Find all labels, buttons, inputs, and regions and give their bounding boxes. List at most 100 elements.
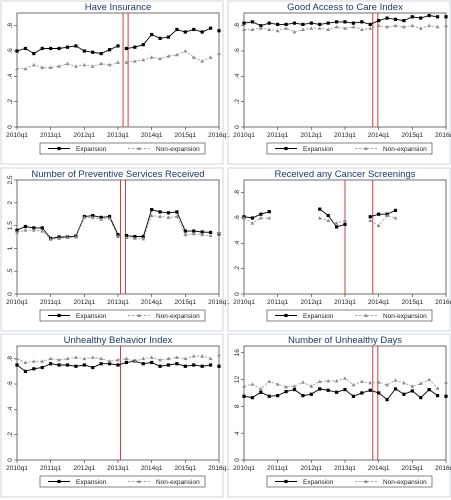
point-expansion	[385, 398, 389, 402]
legend-box	[266, 309, 433, 322]
point-expansion	[74, 364, 78, 368]
point-expansion	[82, 49, 86, 53]
legend-label-nonexpansion: Non-expansion	[383, 479, 427, 486]
point-nonexpansion	[368, 380, 373, 385]
x-tick-label: 2012q1	[73, 299, 95, 306]
legend-box	[39, 309, 206, 322]
legend-marker-expansion	[57, 146, 61, 151]
point-nonexpansion	[368, 26, 373, 30]
legend-marker-nonexpansion	[137, 146, 141, 150]
point-expansion	[217, 364, 221, 368]
point-expansion	[377, 391, 381, 395]
point-expansion	[360, 391, 364, 395]
point-nonexpansion	[326, 27, 331, 31]
series-line-nonexpansion	[126, 50, 211, 63]
point-nonexpansion	[343, 218, 347, 223]
point-nonexpansion	[444, 380, 448, 384]
point-expansion	[192, 363, 196, 367]
point-expansion	[175, 27, 179, 32]
point-nonexpansion	[15, 230, 19, 234]
point-nonexpansion	[385, 24, 389, 29]
point-nonexpansion	[132, 59, 137, 63]
point-expansion	[444, 394, 448, 398]
x-tick-label: 2016q1	[435, 465, 451, 472]
point-expansion	[393, 387, 398, 391]
y-tick-label: .8	[7, 23, 14, 29]
y-tick-label: .4	[7, 73, 14, 79]
point-expansion	[368, 22, 372, 26]
point-nonexpansion	[116, 357, 120, 362]
y-tick-label: 8	[234, 404, 241, 408]
series-line-expansion	[243, 211, 270, 219]
chart-panel: Unhealthy Behavior Index 0 .2 .4 .6 .8 2010q1 2…	[0, 333, 230, 498]
point-expansion	[116, 363, 120, 367]
point-nonexpansion	[334, 24, 339, 29]
x-tick-label: 2014q1	[368, 465, 390, 472]
point-nonexpansion	[343, 26, 347, 30]
point-expansion	[427, 13, 431, 18]
point-nonexpansion	[158, 56, 162, 61]
point-nonexpansion	[183, 49, 188, 53]
point-nonexpansion	[40, 359, 45, 363]
point-nonexpansion	[166, 215, 171, 219]
point-nonexpansion	[158, 214, 162, 218]
x-tick-label: 2014q1	[141, 465, 163, 472]
point-nonexpansion	[242, 216, 246, 220]
point-expansion	[276, 22, 280, 26]
chart-title: Have Insurance	[85, 2, 152, 13]
point-expansion	[141, 43, 145, 47]
point-expansion	[124, 46, 129, 51]
panel-frame	[227, 333, 451, 498]
point-expansion	[150, 208, 154, 212]
y-tick-label: .6	[234, 215, 241, 221]
point-expansion	[242, 394, 246, 398]
point-expansion	[166, 35, 171, 39]
x-tick-label: 2012q1	[300, 465, 322, 472]
point-nonexpansion	[149, 213, 154, 218]
point-nonexpansion	[31, 228, 36, 232]
point-expansion	[141, 234, 145, 239]
point-expansion	[65, 45, 70, 49]
point-nonexpansion	[116, 60, 120, 64]
point-nonexpansion	[385, 213, 389, 217]
panel-frame	[0, 167, 224, 332]
point-expansion	[175, 362, 179, 366]
point-nonexpansion	[275, 382, 280, 386]
point-expansion	[267, 21, 271, 25]
point-expansion	[183, 364, 187, 368]
point-expansion	[74, 44, 78, 48]
point-expansion	[107, 362, 112, 366]
legend-label-nonexpansion: Non-expansion	[156, 146, 200, 153]
chart-title: Received any Cancer Screenings	[275, 169, 416, 180]
point-nonexpansion	[250, 221, 255, 225]
point-nonexpansion	[427, 23, 432, 28]
point-expansion	[301, 22, 305, 26]
x-tick-label: 2016q1	[435, 132, 451, 139]
point-expansion	[40, 46, 44, 51]
point-nonexpansion	[427, 377, 432, 382]
point-nonexpansion	[410, 23, 415, 28]
y-tick-label: .6	[234, 48, 241, 54]
point-expansion	[402, 19, 406, 23]
point-expansion	[49, 362, 53, 366]
point-nonexpansion	[376, 380, 381, 384]
x-tick-label: 2011q1	[40, 465, 62, 472]
point-expansion	[326, 21, 330, 25]
y-tick-label: 0	[234, 292, 241, 296]
point-expansion	[410, 389, 414, 393]
x-tick-label: 2014q1	[368, 299, 390, 306]
y-tick-label: .4	[7, 406, 14, 412]
x-tick-label: 2013q1	[107, 299, 129, 306]
legend-marker-nonexpansion	[364, 479, 368, 483]
point-expansion	[318, 22, 322, 26]
x-tick-label: 2015q1	[174, 132, 196, 139]
point-nonexpansion	[65, 356, 70, 361]
x-tick-label: 2016q1	[435, 299, 451, 306]
point-nonexpansion	[175, 355, 179, 359]
point-nonexpansion	[393, 216, 398, 220]
point-nonexpansion	[334, 378, 339, 383]
point-nonexpansion	[57, 357, 61, 362]
x-tick-label: 2015q1	[401, 132, 423, 139]
chart-panel: Good Access to Care Index 0 .2 .4 .6 .8 2010q1…	[227, 0, 451, 165]
point-nonexpansion	[90, 355, 95, 359]
